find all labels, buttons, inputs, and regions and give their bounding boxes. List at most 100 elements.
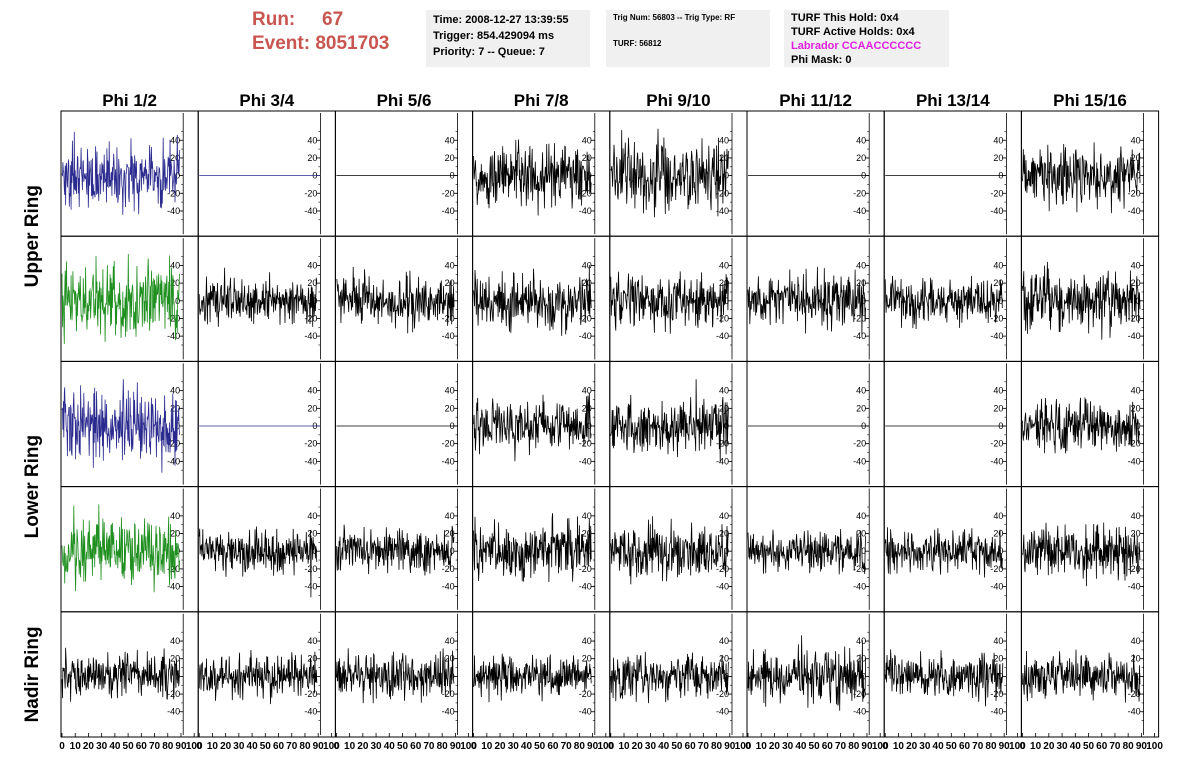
event-label: Event: bbox=[252, 33, 311, 54]
y-tick-label: 40 bbox=[719, 511, 729, 521]
waveform-trace bbox=[473, 139, 592, 216]
x-tick-label: 60 bbox=[685, 741, 697, 752]
y-tick-label: 20 bbox=[582, 529, 592, 539]
waveform-trace bbox=[1022, 649, 1141, 703]
waveform-trace bbox=[198, 649, 318, 705]
y-tick-label: -20 bbox=[442, 188, 455, 198]
x-tick-label: 60 bbox=[547, 741, 559, 752]
y-tick-label: 20 bbox=[719, 529, 729, 539]
x-tick-label: 30 bbox=[370, 741, 382, 752]
y-tick-label: 20 bbox=[856, 654, 866, 664]
x-tick-label: 20 bbox=[220, 741, 232, 752]
y-tick-label: -20 bbox=[167, 313, 180, 323]
y-tick-label: 40 bbox=[307, 135, 317, 145]
y-tick-label: -40 bbox=[442, 707, 455, 717]
x-tick-label: 80 bbox=[574, 741, 586, 752]
x-tick-label: 0 bbox=[334, 741, 340, 752]
y-tick-label: 20 bbox=[993, 654, 1003, 664]
y-tick-label: -40 bbox=[1128, 456, 1141, 466]
y-tick-label: 20 bbox=[993, 278, 1003, 288]
priority-text: Priority: 7 -- Queue: 7 bbox=[433, 46, 545, 58]
y-tick-label: 40 bbox=[307, 386, 317, 396]
y-tick-label: -20 bbox=[442, 439, 455, 449]
y-tick-label: 0 bbox=[724, 296, 729, 306]
y-tick-label: 0 bbox=[724, 171, 729, 181]
x-tick-label: 20 bbox=[1043, 741, 1055, 752]
y-tick-label: 40 bbox=[993, 260, 1003, 270]
waveform-trace bbox=[61, 253, 180, 345]
y-tick-label: -40 bbox=[579, 206, 592, 216]
x-tick-label: 10 bbox=[481, 741, 493, 752]
x-tick-label: 0 bbox=[59, 741, 65, 752]
x-tick-label: 20 bbox=[632, 741, 644, 752]
x-tick-label: 30 bbox=[919, 741, 931, 752]
y-tick-label: -20 bbox=[853, 188, 866, 198]
y-tick-label: 20 bbox=[719, 403, 729, 413]
waveform-trace bbox=[884, 527, 1004, 578]
x-tick-label: 20 bbox=[357, 741, 369, 752]
y-tick-label: -40 bbox=[442, 456, 455, 466]
x-tick-label: 30 bbox=[782, 741, 794, 752]
y-tick-label: -20 bbox=[1128, 439, 1141, 449]
x-tick-label: 40 bbox=[109, 741, 121, 752]
x-tick-label: 70 bbox=[835, 741, 847, 752]
y-tick-label: 20 bbox=[170, 153, 180, 163]
y-tick-label: 40 bbox=[582, 636, 592, 646]
y-tick-label: 40 bbox=[719, 260, 729, 270]
x-tick-label: 10 bbox=[756, 741, 768, 752]
waveform-trace bbox=[336, 524, 455, 576]
y-tick-label: 40 bbox=[445, 636, 455, 646]
y-tick-label: 40 bbox=[1131, 260, 1141, 270]
y-tick-label: -20 bbox=[167, 188, 180, 198]
x-tick-label: 20 bbox=[83, 741, 95, 752]
x-tick-label: 100 bbox=[1009, 741, 1026, 752]
y-tick-label: 40 bbox=[445, 386, 455, 396]
x-tick-label: 60 bbox=[136, 741, 148, 752]
x-tick-label: 0 bbox=[196, 741, 202, 752]
x-tick-label: 30 bbox=[233, 741, 245, 752]
phi-mask-text: Phi Mask: 0 bbox=[791, 54, 852, 66]
y-tick-label: -20 bbox=[716, 689, 729, 699]
y-tick-label: 0 bbox=[175, 171, 180, 181]
y-tick-label: -40 bbox=[990, 206, 1003, 216]
turf-text: TURF: 56812 bbox=[613, 39, 662, 48]
turf-active-holds-text: TURF Active Holds: 0x4 bbox=[791, 26, 915, 38]
y-tick-label: -20 bbox=[304, 689, 317, 699]
y-tick-label: -20 bbox=[716, 439, 729, 449]
y-tick-label: -20 bbox=[990, 188, 1003, 198]
y-tick-label: -20 bbox=[853, 439, 866, 449]
waveform-trace bbox=[473, 392, 592, 462]
y-tick-label: 40 bbox=[170, 386, 180, 396]
x-tick-label: 80 bbox=[985, 741, 997, 752]
waveform-trace bbox=[61, 379, 180, 473]
x-tick-label: 60 bbox=[1096, 741, 1108, 752]
y-tick-label: -40 bbox=[1128, 331, 1141, 341]
y-tick-label: 40 bbox=[1131, 386, 1141, 396]
y-tick-label: 40 bbox=[170, 260, 180, 270]
waveform-trace bbox=[747, 635, 866, 711]
x-tick-label: 70 bbox=[561, 741, 573, 752]
y-tick-label: 0 bbox=[998, 546, 1003, 556]
x-tick-label: 70 bbox=[423, 741, 435, 752]
y-tick-label: 20 bbox=[1131, 403, 1141, 413]
column-title: Phi 11/12 bbox=[779, 91, 852, 110]
x-tick-label: 50 bbox=[1083, 741, 1095, 752]
y-tick-label: -20 bbox=[990, 689, 1003, 699]
y-tick-label: -20 bbox=[1128, 689, 1141, 699]
